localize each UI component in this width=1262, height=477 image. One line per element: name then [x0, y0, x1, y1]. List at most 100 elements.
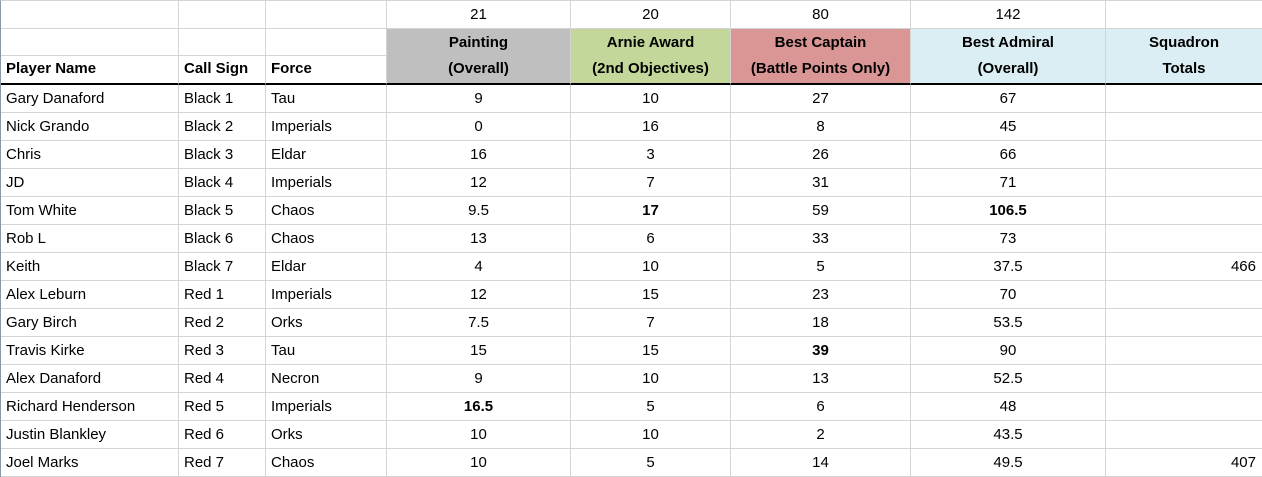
cell-arnie-award[interactable]: 10 — [571, 85, 731, 113]
column-header-player-name[interactable]: Player Name — [1, 29, 179, 85]
cell-player-name[interactable]: Travis Kirke — [1, 337, 179, 365]
cell-player-name[interactable]: Nick Grando — [1, 113, 179, 141]
cell-force[interactable]: Tau — [266, 85, 387, 113]
cell-best-admiral[interactable]: 37.5 — [911, 253, 1106, 281]
cell-call-sign[interactable]: Black 4 — [179, 169, 266, 197]
cell-call-sign[interactable]: Red 6 — [179, 421, 266, 449]
cell-squadron-total[interactable] — [1106, 141, 1262, 169]
cell-call-sign[interactable]: Red 1 — [179, 281, 266, 309]
cell-player-name[interactable]: Joel Marks — [1, 449, 179, 477]
cell-force[interactable]: Tau — [266, 337, 387, 365]
cell-squadron-total[interactable] — [1106, 365, 1262, 393]
cell-painting[interactable]: 7.5 — [387, 309, 571, 337]
cell-squadron-total[interactable] — [1106, 421, 1262, 449]
cell-painting[interactable]: 10 — [387, 449, 571, 477]
cell-squadron-total[interactable] — [1106, 281, 1262, 309]
cell-painting[interactable]: 4 — [387, 253, 571, 281]
cell-squadron-total[interactable]: 407 — [1106, 449, 1262, 477]
cell-call-sign[interactable]: Black 1 — [179, 85, 266, 113]
cell-best-captain[interactable]: 13 — [731, 365, 911, 393]
cell-player-name[interactable]: Keith — [1, 253, 179, 281]
cell-empty-player[interactable] — [1, 1, 179, 29]
cell-arnie-award[interactable]: 6 — [571, 225, 731, 253]
cell-best-captain[interactable]: 33 — [731, 225, 911, 253]
cell-arnie-award[interactable]: 10 — [571, 421, 731, 449]
cell-arnie-award[interactable]: 7 — [571, 169, 731, 197]
cell-painting[interactable]: 0 — [387, 113, 571, 141]
cell-arnie-points[interactable]: 20 — [571, 1, 731, 29]
cell-call-sign[interactable]: Red 5 — [179, 393, 266, 421]
cell-force[interactable]: Chaos — [266, 197, 387, 225]
cell-force[interactable]: Imperials — [266, 113, 387, 141]
cell-squadron-total[interactable] — [1106, 197, 1262, 225]
cell-call-sign[interactable]: Red 2 — [179, 309, 266, 337]
cell-player-name[interactable]: Gary Birch — [1, 309, 179, 337]
cell-squadron-total[interactable] — [1106, 85, 1262, 113]
column-header-painting[interactable]: Painting (Overall) — [387, 29, 571, 85]
cell-best-captain[interactable]: 27 — [731, 85, 911, 113]
cell-best-captain[interactable]: 8 — [731, 113, 911, 141]
column-header-force[interactable]: Force — [266, 29, 387, 85]
cell-arnie-award[interactable]: 17 — [571, 197, 731, 225]
cell-painting[interactable]: 9 — [387, 365, 571, 393]
cell-squadron-total[interactable]: 466 — [1106, 253, 1262, 281]
cell-painting[interactable]: 12 — [387, 281, 571, 309]
cell-call-sign[interactable]: Red 3 — [179, 337, 266, 365]
cell-force[interactable]: Chaos — [266, 449, 387, 477]
cell-arnie-award[interactable]: 10 — [571, 365, 731, 393]
cell-player-name[interactable]: Alex Leburn — [1, 281, 179, 309]
cell-call-sign[interactable]: Black 7 — [179, 253, 266, 281]
cell-best-captain[interactable]: 31 — [731, 169, 911, 197]
cell-painting[interactable]: 9 — [387, 85, 571, 113]
cell-best-captain[interactable]: 39 — [731, 337, 911, 365]
cell-best-admiral[interactable]: 71 — [911, 169, 1106, 197]
cell-painting[interactable]: 15 — [387, 337, 571, 365]
cell-call-sign[interactable]: Black 2 — [179, 113, 266, 141]
cell-force[interactable]: Orks — [266, 309, 387, 337]
column-header-arnie-award[interactable]: Arnie Award (2nd Objectives) — [571, 29, 731, 85]
column-header-squadron-totals[interactable]: Squadron Totals — [1106, 29, 1262, 85]
cell-force[interactable]: Imperials — [266, 393, 387, 421]
cell-best-captain[interactable]: 14 — [731, 449, 911, 477]
cell-arnie-award[interactable]: 3 — [571, 141, 731, 169]
cell-best-admiral[interactable]: 70 — [911, 281, 1106, 309]
cell-painting[interactable]: 9.5 — [387, 197, 571, 225]
cell-call-sign[interactable]: Red 4 — [179, 365, 266, 393]
cell-empty-callsign[interactable] — [179, 1, 266, 29]
cell-painting[interactable]: 16.5 — [387, 393, 571, 421]
cell-best-admiral[interactable]: 106.5 — [911, 197, 1106, 225]
cell-call-sign[interactable]: Black 3 — [179, 141, 266, 169]
cell-squadron-total[interactable] — [1106, 169, 1262, 197]
column-header-call-sign[interactable]: Call Sign — [179, 29, 266, 85]
cell-player-name[interactable]: Tom White — [1, 197, 179, 225]
cell-best-captain[interactable]: 18 — [731, 309, 911, 337]
cell-best-captain[interactable]: 2 — [731, 421, 911, 449]
cell-best-admiral[interactable]: 52.5 — [911, 365, 1106, 393]
cell-painting-points[interactable]: 21 — [387, 1, 571, 29]
cell-squadron-total[interactable] — [1106, 113, 1262, 141]
cell-painting[interactable]: 10 — [387, 421, 571, 449]
cell-best-admiral[interactable]: 53.5 — [911, 309, 1106, 337]
cell-arnie-award[interactable]: 15 — [571, 281, 731, 309]
cell-best-admiral[interactable]: 43.5 — [911, 421, 1106, 449]
cell-arnie-award[interactable]: 5 — [571, 393, 731, 421]
cell-best-captain[interactable]: 26 — [731, 141, 911, 169]
cell-call-sign[interactable]: Black 6 — [179, 225, 266, 253]
cell-best-captain[interactable]: 5 — [731, 253, 911, 281]
column-header-best-captain[interactable]: Best Captain (Battle Points Only) — [731, 29, 911, 85]
cell-squadron-total[interactable] — [1106, 337, 1262, 365]
cell-force[interactable]: Necron — [266, 365, 387, 393]
cell-arnie-award[interactable]: 16 — [571, 113, 731, 141]
cell-player-name[interactable]: Alex Danaford — [1, 365, 179, 393]
cell-best-admiral[interactable]: 90 — [911, 337, 1106, 365]
cell-player-name[interactable]: JD — [1, 169, 179, 197]
cell-best-captain[interactable]: 23 — [731, 281, 911, 309]
cell-empty-force[interactable] — [266, 1, 387, 29]
cell-squadron-total[interactable] — [1106, 225, 1262, 253]
cell-painting[interactable]: 16 — [387, 141, 571, 169]
cell-painting[interactable]: 13 — [387, 225, 571, 253]
cell-best-admiral[interactable]: 45 — [911, 113, 1106, 141]
cell-force[interactable]: Chaos — [266, 225, 387, 253]
cell-captain-points[interactable]: 80 — [731, 1, 911, 29]
cell-force[interactable]: Eldar — [266, 141, 387, 169]
